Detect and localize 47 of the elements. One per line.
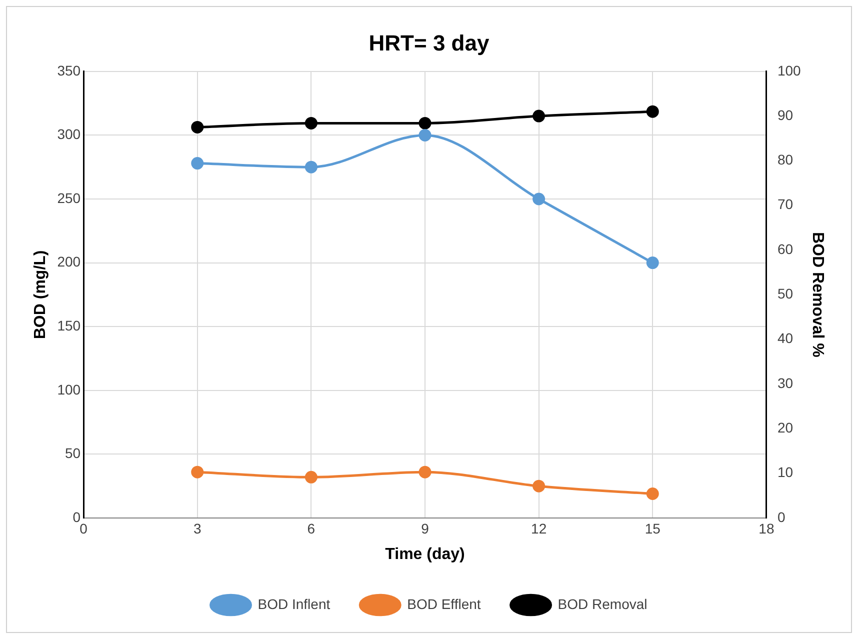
point: [646, 488, 659, 500]
y2-tick-label: 30: [777, 374, 794, 391]
y-tick-label: 250: [57, 190, 81, 206]
point: [646, 256, 659, 270]
point: [304, 160, 318, 174]
point: [532, 480, 546, 492]
y-tick-label: 50: [64, 445, 81, 462]
y2-tick-label: 20: [777, 420, 794, 436]
x-tick-label: 15: [644, 520, 661, 536]
point: [418, 466, 432, 478]
y2-tick-label: 50: [777, 286, 794, 302]
y-axis-title: BOD (mg/L): [32, 250, 50, 340]
y-tick-label: 350: [57, 62, 81, 78]
point: [191, 120, 204, 134]
y2-axis-title: BOD Removal %: [808, 232, 826, 358]
point: [304, 470, 318, 484]
x-tick-label: 12: [531, 520, 547, 536]
point: [532, 110, 546, 122]
y-tick-label: 300: [57, 126, 81, 142]
y2-tick-label: 70: [777, 196, 794, 212]
y-tick-label: 0: [72, 508, 81, 525]
x-tick-label: 9: [421, 520, 430, 536]
y2-tick-label: 100: [777, 62, 802, 78]
point: [191, 157, 204, 170]
point: [304, 116, 318, 130]
legend-label: BOD Removal: [558, 596, 648, 612]
x-tick-label: 3: [193, 520, 202, 536]
y2-tick-label: 40: [777, 330, 794, 346]
legend-label: BOD Efflent: [407, 596, 481, 612]
y-tick-label: 150: [57, 317, 81, 334]
legend-label: BOD Inflent: [258, 596, 330, 612]
y-tick-label: 100: [57, 381, 81, 398]
point: [191, 466, 204, 478]
x-tick-label: 6: [307, 520, 316, 536]
point: [418, 116, 432, 130]
y2-tick-label: 90: [777, 106, 794, 123]
y2-tick-label: 10: [777, 464, 794, 480]
x-axis-title: Time (day): [385, 546, 465, 563]
point: [532, 192, 546, 206]
x-tick-label: 18: [758, 520, 774, 536]
point: [646, 105, 659, 118]
y2-tick-label: 60: [777, 240, 794, 257]
point: [418, 128, 432, 142]
chart-title: HRT= 3 day: [368, 30, 490, 56]
y2-tick-label: 0: [777, 508, 786, 525]
y-tick-label: 200: [57, 254, 81, 270]
y2-tick-label: 80: [777, 152, 794, 168]
